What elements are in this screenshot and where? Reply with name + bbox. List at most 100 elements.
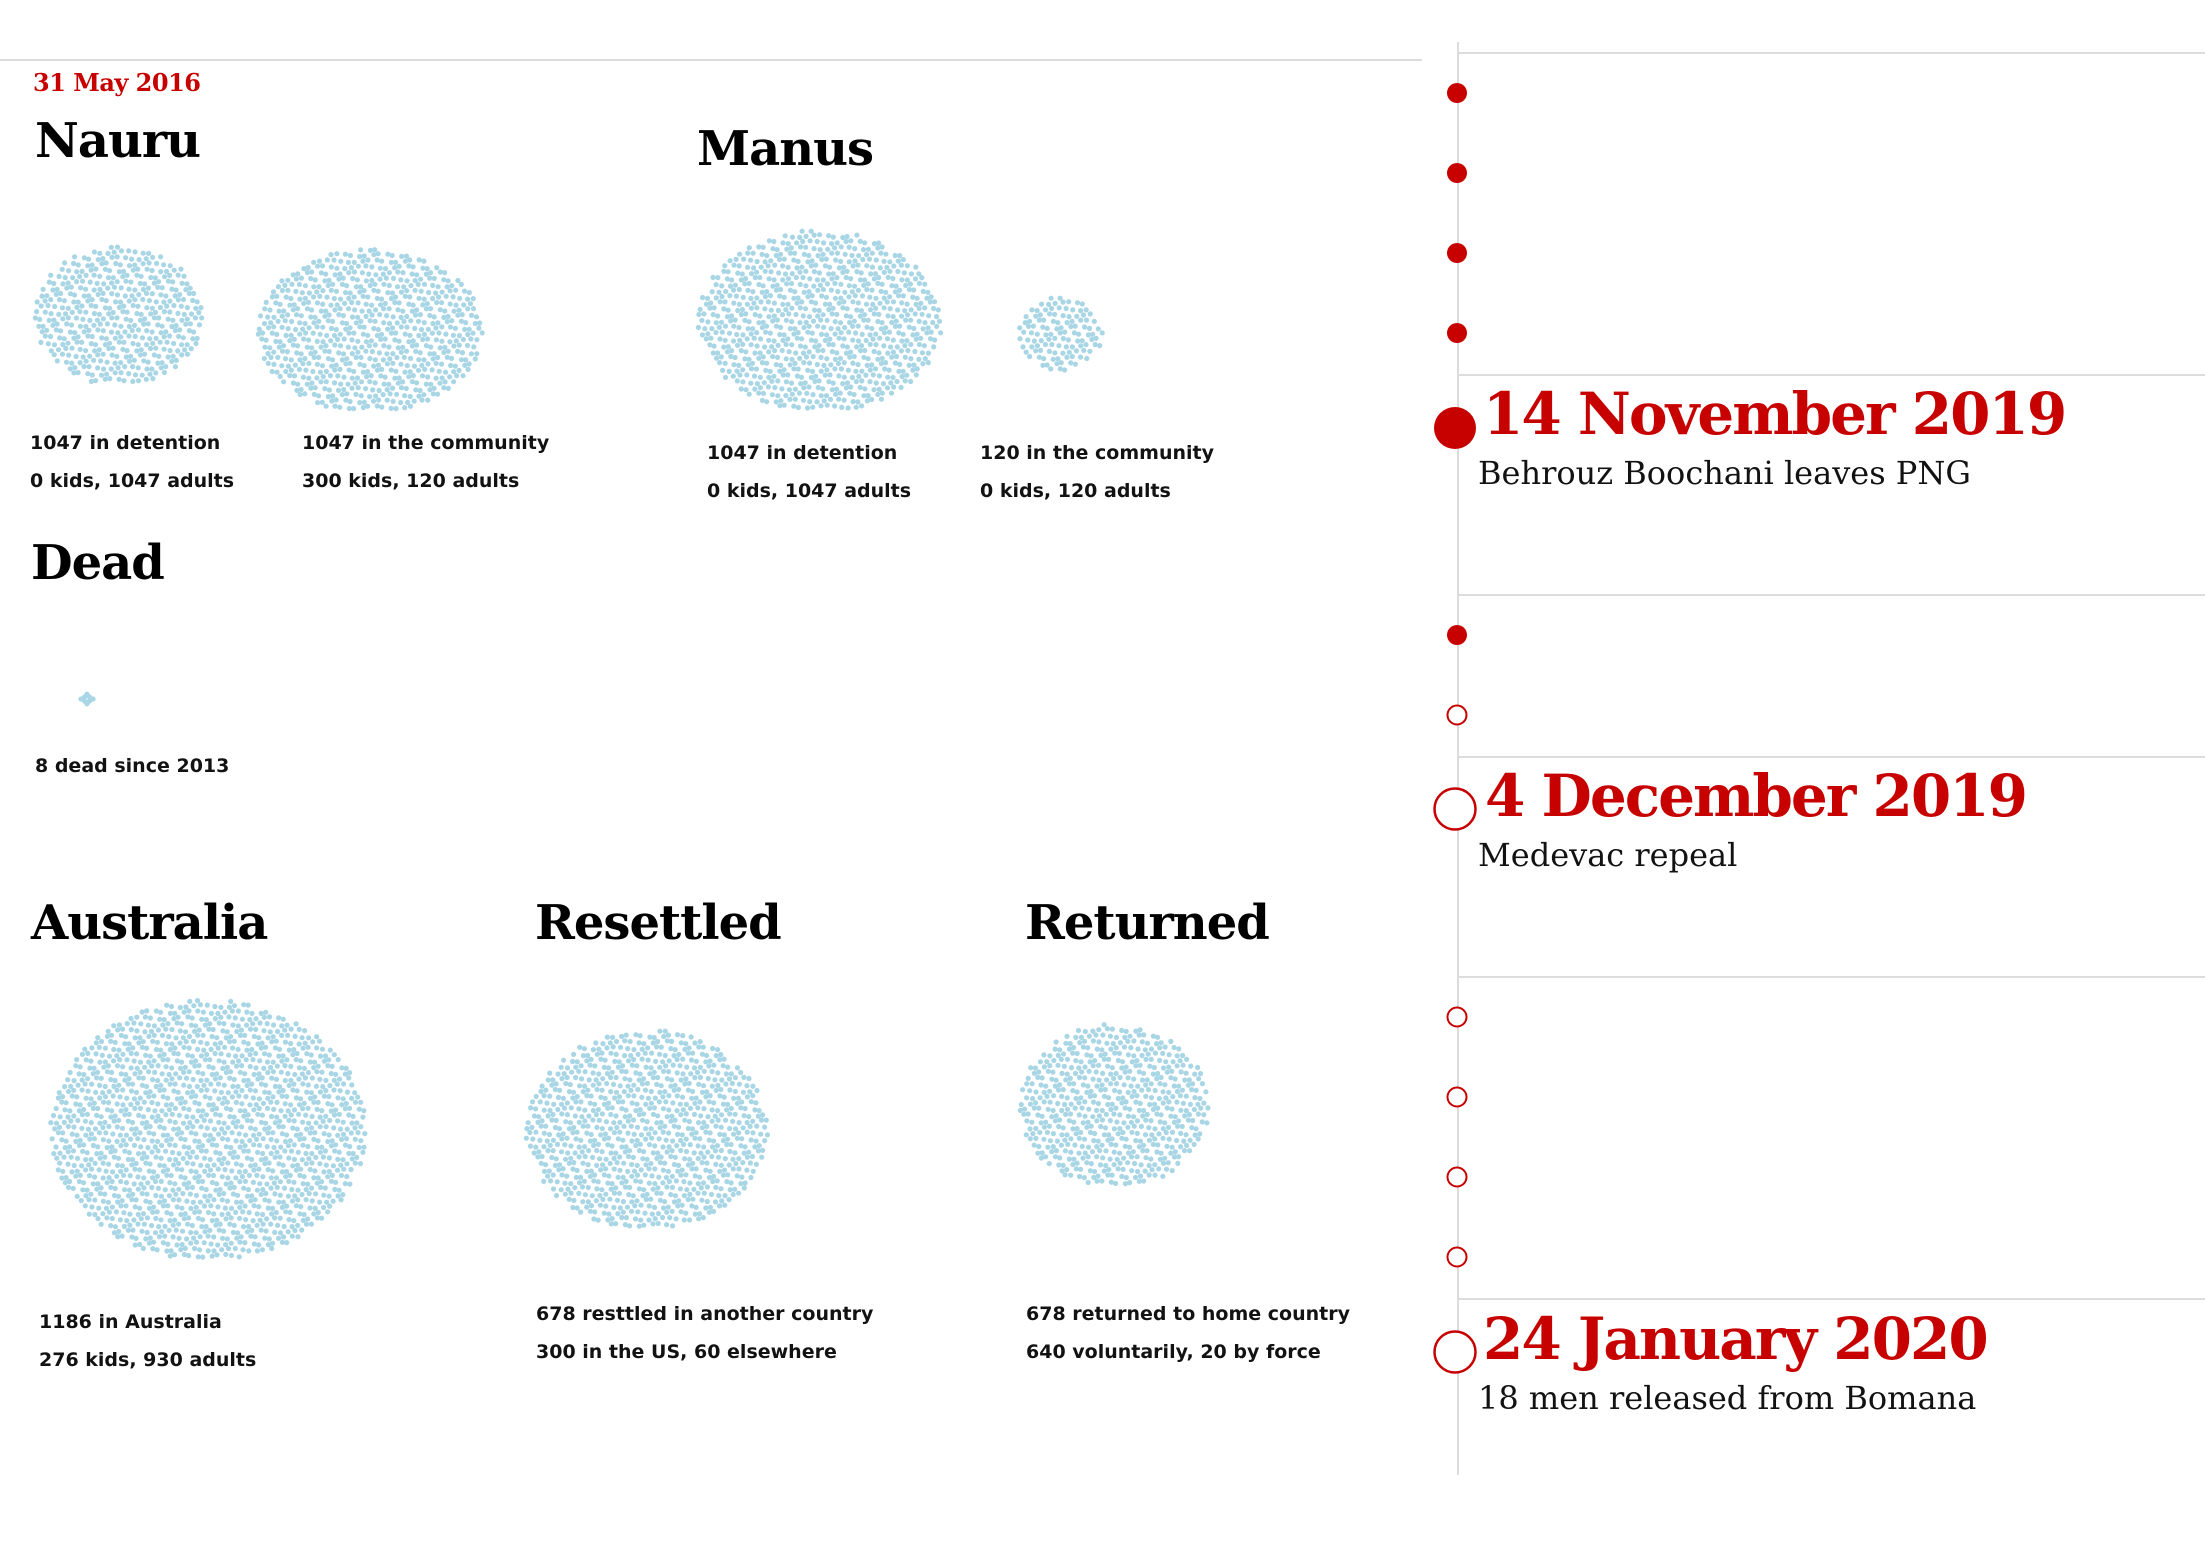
person-dot	[59, 351, 66, 357]
person-dot	[705, 1149, 711, 1155]
person-dot	[773, 287, 780, 293]
person-dot	[586, 1077, 592, 1083]
person-dot	[612, 1058, 618, 1064]
person-dot	[661, 1205, 667, 1211]
person-dot	[873, 295, 879, 301]
person-dot	[853, 368, 859, 374]
person-dot	[1047, 1088, 1053, 1094]
person-dot	[287, 302, 293, 308]
person-dot	[78, 1198, 84, 1204]
person-dot	[241, 1113, 247, 1119]
person-dot	[105, 285, 111, 291]
person-dot	[239, 1124, 245, 1130]
person-dot	[718, 1162, 725, 1168]
person-dot	[714, 1143, 721, 1149]
person-dot	[775, 307, 782, 314]
person-dot	[792, 250, 798, 256]
person-dot	[879, 355, 885, 362]
person-dot	[902, 343, 908, 349]
person-dot	[120, 1137, 126, 1143]
person-dot	[898, 384, 904, 390]
person-dot	[154, 1173, 160, 1179]
person-dot	[1106, 1095, 1112, 1101]
person-dot	[349, 1120, 355, 1126]
person-dot	[130, 1191, 136, 1197]
person-dot	[347, 398, 353, 405]
person-dot	[244, 1155, 250, 1161]
person-dot	[662, 1199, 668, 1205]
person-dot	[1067, 1111, 1074, 1117]
person-dot	[1052, 1118, 1058, 1124]
person-dot	[270, 1240, 276, 1246]
person-dot	[652, 1130, 658, 1136]
person-dot	[403, 253, 410, 259]
person-dot	[811, 246, 817, 252]
person-dot	[262, 1161, 268, 1167]
person-dot	[1075, 338, 1081, 344]
person-dot	[713, 1123, 719, 1129]
person-dot	[279, 287, 285, 294]
person-dot	[813, 338, 819, 344]
person-dot	[780, 337, 786, 343]
person-dot	[1113, 1045, 1119, 1051]
person-dot	[560, 1131, 566, 1137]
person-dot	[800, 313, 806, 319]
person-dot	[1137, 1027, 1143, 1033]
person-dot	[404, 313, 410, 320]
person-dot	[711, 343, 717, 349]
person-dot	[106, 1123, 112, 1130]
person-dot	[335, 1193, 341, 1199]
person-dot	[888, 380, 894, 386]
person-dot	[1038, 338, 1044, 344]
person-dot	[684, 1064, 690, 1070]
person-dot	[778, 251, 784, 257]
person-dot	[600, 1162, 606, 1168]
person-dot	[1042, 341, 1048, 348]
person-dot	[1115, 1057, 1121, 1064]
person-dot	[117, 1057, 123, 1063]
person-dot	[881, 269, 887, 275]
person-dot	[114, 244, 121, 250]
person-dot	[355, 1094, 361, 1100]
person-dot	[797, 244, 804, 250]
person-dot	[295, 1222, 301, 1228]
person-dot	[1111, 1075, 1117, 1082]
person-dot	[93, 266, 99, 272]
person-dot	[546, 1168, 552, 1174]
person-dot	[324, 332, 330, 339]
person-dot	[165, 316, 171, 322]
person-dot	[911, 287, 917, 293]
person-dot	[260, 1136, 266, 1142]
person-dot	[266, 1014, 273, 1020]
person-dot	[299, 1157, 305, 1163]
person-dot	[772, 384, 778, 391]
person-dot	[763, 367, 769, 373]
person-dot	[855, 262, 861, 268]
person-dot	[328, 1070, 334, 1077]
person-dot	[188, 1022, 194, 1028]
person-dot	[338, 258, 344, 264]
person-dot	[300, 1106, 306, 1112]
person-dot	[742, 317, 748, 323]
person-dot	[779, 312, 786, 318]
person-dot	[427, 387, 433, 393]
person-dot	[239, 1063, 245, 1069]
person-dot	[1174, 1099, 1180, 1105]
person-dot	[190, 1124, 196, 1130]
person-dot	[1099, 1047, 1105, 1053]
person-dot	[324, 294, 330, 300]
person-dot	[613, 1038, 620, 1045]
person-dot	[870, 301, 876, 307]
person-dot	[558, 1149, 565, 1155]
person-dot	[1191, 1141, 1197, 1147]
person-dot	[193, 1169, 199, 1175]
person-dot	[256, 326, 262, 332]
person-dot	[252, 1234, 258, 1240]
person-dot	[732, 354, 738, 361]
person-dot	[94, 317, 100, 323]
person-dot	[157, 1162, 163, 1168]
person-dot	[1093, 1032, 1099, 1038]
person-dot	[53, 1120, 60, 1126]
person-dot	[876, 386, 882, 392]
person-dot	[797, 320, 803, 326]
